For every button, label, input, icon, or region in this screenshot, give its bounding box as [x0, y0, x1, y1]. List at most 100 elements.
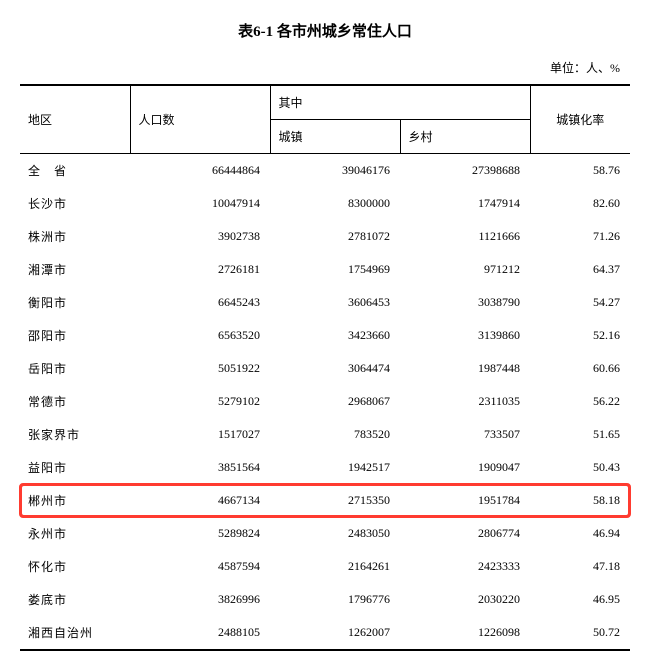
unit-label: 单位：人、% [20, 59, 630, 76]
cell-rural: 1909047 [400, 451, 530, 484]
cell-rural: 1226098 [400, 616, 530, 649]
table-container: 地区 人口数 其中 城镇化率 城镇 乡村 全 省6644486439046176… [20, 84, 630, 651]
cell-urban: 39046176 [270, 154, 400, 188]
cell-urban: 2781072 [270, 220, 400, 253]
table-row: 长沙市100479148300000174791482.60 [20, 187, 630, 220]
cell-urban: 1796776 [270, 583, 400, 616]
cell-population: 5051922 [130, 352, 270, 385]
cell-population: 1517027 [130, 418, 270, 451]
cell-urban: 2483050 [270, 517, 400, 550]
cell-rural: 2423333 [400, 550, 530, 583]
cell-region: 常德市 [20, 385, 130, 418]
table-row: 衡阳市66452433606453303879054.27 [20, 286, 630, 319]
cell-population: 10047914 [130, 187, 270, 220]
cell-population: 6645243 [130, 286, 270, 319]
table-row: 常德市52791022968067231103556.22 [20, 385, 630, 418]
cell-region: 株洲市 [20, 220, 130, 253]
cell-urban: 3064474 [270, 352, 400, 385]
cell-rural: 3139860 [400, 319, 530, 352]
cell-rate: 50.43 [530, 451, 630, 484]
cell-rate: 46.95 [530, 583, 630, 616]
table-row: 岳阳市50519223064474198744860.66 [20, 352, 630, 385]
table-row: 邵阳市65635203423660313986052.16 [20, 319, 630, 352]
table-row: 株洲市39027382781072112166671.26 [20, 220, 630, 253]
cell-population: 2488105 [130, 616, 270, 649]
table-row: 全 省66444864390461762739868858.76 [20, 154, 630, 188]
header-among: 其中 [270, 86, 530, 120]
cell-population: 66444864 [130, 154, 270, 188]
table-title: 表6-1 各市州城乡常住人口 [20, 20, 630, 41]
cell-urban: 2715350 [270, 484, 400, 517]
cell-rate: 52.16 [530, 319, 630, 352]
cell-population: 5279102 [130, 385, 270, 418]
cell-urban: 1262007 [270, 616, 400, 649]
cell-rural: 1121666 [400, 220, 530, 253]
cell-urban: 8300000 [270, 187, 400, 220]
cell-region: 怀化市 [20, 550, 130, 583]
cell-rural: 1987448 [400, 352, 530, 385]
cell-rural: 3038790 [400, 286, 530, 319]
cell-population: 6563520 [130, 319, 270, 352]
cell-rate: 50.72 [530, 616, 630, 649]
cell-region: 益阳市 [20, 451, 130, 484]
cell-region: 长沙市 [20, 187, 130, 220]
cell-rate: 54.27 [530, 286, 630, 319]
cell-region: 岳阳市 [20, 352, 130, 385]
table-row: 娄底市38269961796776203022046.95 [20, 583, 630, 616]
cell-rural: 971212 [400, 253, 530, 286]
cell-region: 湘潭市 [20, 253, 130, 286]
cell-urban: 783520 [270, 418, 400, 451]
cell-rate: 46.94 [530, 517, 630, 550]
cell-rural: 27398688 [400, 154, 530, 188]
header-population: 人口数 [130, 86, 270, 154]
cell-rural: 733507 [400, 418, 530, 451]
cell-region: 郴州市 [20, 484, 130, 517]
table-body: 全 省66444864390461762739868858.76长沙市10047… [20, 154, 630, 650]
cell-population: 5289824 [130, 517, 270, 550]
cell-population: 4587594 [130, 550, 270, 583]
table-row: 怀化市45875942164261242333347.18 [20, 550, 630, 583]
cell-population: 2726181 [130, 253, 270, 286]
cell-rate: 60.66 [530, 352, 630, 385]
cell-urban: 2968067 [270, 385, 400, 418]
cell-region: 全 省 [20, 154, 130, 188]
cell-rural: 2030220 [400, 583, 530, 616]
table-head: 地区 人口数 其中 城镇化率 城镇 乡村 [20, 86, 630, 154]
cell-rural: 2806774 [400, 517, 530, 550]
cell-rate: 58.18 [530, 484, 630, 517]
cell-population: 3851564 [130, 451, 270, 484]
cell-population: 4667134 [130, 484, 270, 517]
cell-rate: 56.22 [530, 385, 630, 418]
table-row: 郴州市46671342715350195178458.18 [20, 484, 630, 517]
table-row: 永州市52898242483050280677446.94 [20, 517, 630, 550]
table-row: 湘潭市2726181175496997121264.37 [20, 253, 630, 286]
cell-rural: 1951784 [400, 484, 530, 517]
cell-region: 娄底市 [20, 583, 130, 616]
cell-urban: 1754969 [270, 253, 400, 286]
cell-urban: 3423660 [270, 319, 400, 352]
table-row: 张家界市151702778352073350751.65 [20, 418, 630, 451]
cell-region: 张家界市 [20, 418, 130, 451]
table-row: 湘西自治州24881051262007122609850.72 [20, 616, 630, 649]
cell-rural: 2311035 [400, 385, 530, 418]
header-region: 地区 [20, 86, 130, 154]
cell-region: 衡阳市 [20, 286, 130, 319]
population-table: 地区 人口数 其中 城镇化率 城镇 乡村 全 省6644486439046176… [20, 86, 630, 649]
cell-rural: 1747914 [400, 187, 530, 220]
header-rural: 乡村 [400, 120, 530, 154]
table-row: 益阳市38515641942517190904750.43 [20, 451, 630, 484]
header-rate: 城镇化率 [530, 86, 630, 154]
cell-rate: 71.26 [530, 220, 630, 253]
cell-region: 邵阳市 [20, 319, 130, 352]
cell-region: 湘西自治州 [20, 616, 130, 649]
cell-urban: 1942517 [270, 451, 400, 484]
cell-region: 永州市 [20, 517, 130, 550]
cell-population: 3826996 [130, 583, 270, 616]
cell-urban: 2164261 [270, 550, 400, 583]
header-urban: 城镇 [270, 120, 400, 154]
cell-rate: 64.37 [530, 253, 630, 286]
cell-rate: 47.18 [530, 550, 630, 583]
cell-urban: 3606453 [270, 286, 400, 319]
cell-rate: 58.76 [530, 154, 630, 188]
cell-population: 3902738 [130, 220, 270, 253]
